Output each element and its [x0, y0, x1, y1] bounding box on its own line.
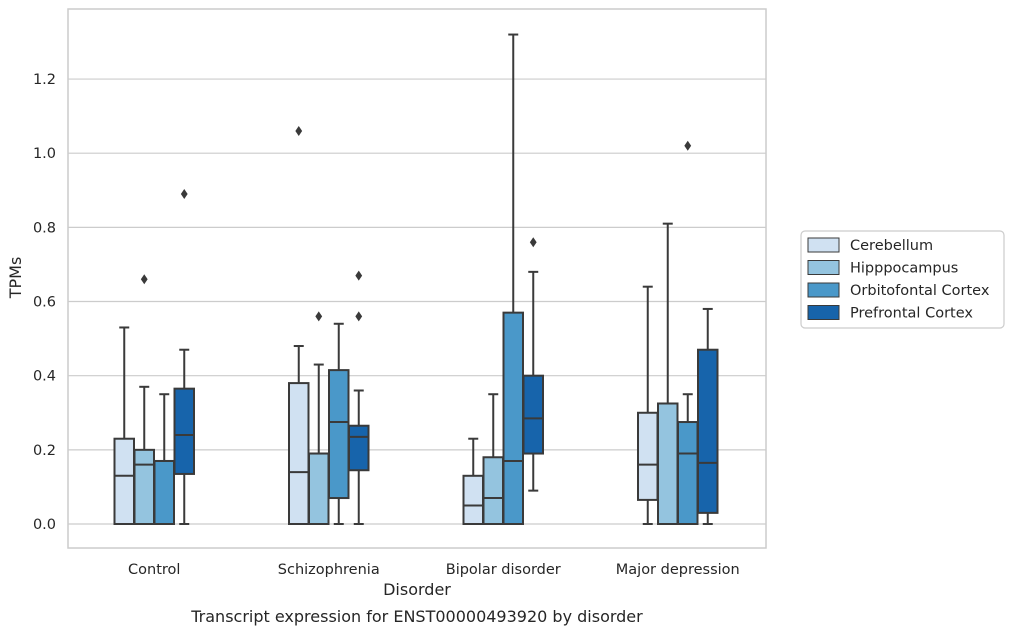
legend-swatch [807, 282, 840, 298]
x-axis-label: Disorder [383, 580, 451, 599]
box-body [677, 421, 699, 525]
outlier-point [180, 188, 188, 199]
box-prefrontal-cortex [173, 188, 195, 525]
y-tick-label: 0.0 [33, 517, 56, 533]
legend-swatch [807, 260, 840, 275]
box-body [328, 369, 350, 500]
box-body [462, 474, 484, 525]
box-hipppocampus [133, 274, 155, 525]
box-prefrontal-cortex [522, 237, 544, 492]
box-prefrontal-cortex [697, 307, 719, 525]
box-cerebellum [113, 326, 135, 525]
box-hipppocampus [482, 393, 504, 526]
box-body [153, 459, 175, 525]
box-body [173, 387, 195, 475]
box-cerebellum [288, 125, 310, 526]
box-body [308, 452, 330, 526]
x-tick-label: Control [128, 562, 180, 578]
legend-label: Hipppocampus [850, 261, 958, 277]
legend-label: Cerebellum [850, 238, 933, 254]
box-body [348, 424, 370, 472]
y-tick-label: 1.0 [33, 146, 56, 162]
outlier-point [529, 237, 537, 248]
y-tick-label: 1.2 [33, 72, 56, 88]
legend-label: Orbitofontal Cortex [850, 283, 990, 299]
box-body [522, 374, 544, 455]
box-orbitofontal-cortex [677, 140, 699, 525]
boxes [113, 33, 719, 526]
legend-swatch [807, 305, 840, 320]
y-axis-ticks: 0.0 0.2 0.4 0.6 0.8 1.0 1.2 [33, 72, 56, 533]
x-axis-ticks: Control Schizophrenia Bipolar disorder Majo… [128, 562, 740, 578]
box-body [113, 437, 135, 525]
outlier-point [295, 125, 303, 136]
box-prefrontal-cortex [348, 270, 370, 525]
box-hipppocampus [308, 311, 330, 526]
legend: Cerebellum Hipppocampus Orbitofontal Corte… [800, 230, 1005, 329]
x-tick-label: Major depression [616, 562, 740, 578]
box-body [502, 311, 524, 526]
box-cerebellum [462, 437, 484, 525]
plot-area [67, 8, 767, 549]
outlier-point [140, 274, 148, 285]
box-orbitofontal-cortex [153, 393, 175, 525]
box-hipppocampus [657, 222, 679, 525]
x-tick-label: Bipolar disorder [446, 562, 561, 578]
legend-frame [800, 230, 1005, 329]
box-body [697, 348, 719, 514]
y-tick-label: 0.6 [33, 295, 56, 311]
outlier-point [355, 311, 363, 322]
y-axis-label: TPMs [6, 257, 25, 300]
outlier-point [684, 140, 692, 151]
box-cerebellum [637, 285, 659, 525]
outlier-point [355, 270, 363, 281]
box-body [637, 411, 659, 501]
x-tick-label: Schizophrenia [278, 562, 380, 578]
legend-label: Prefrontal Cortex [850, 306, 973, 322]
box-orbitofontal-cortex [328, 322, 350, 525]
y-tick-label: 0.2 [33, 443, 56, 459]
chart-caption: Transcript expression for ENST0000049392… [190, 607, 643, 626]
y-tick-label: 0.4 [33, 369, 56, 385]
box-body [482, 456, 504, 526]
legend-swatch [807, 237, 840, 253]
outlier-point [315, 311, 323, 322]
box-body [657, 402, 679, 525]
box-body [133, 448, 155, 525]
box-body [288, 382, 310, 526]
box-orbitofontal-cortex [502, 33, 524, 526]
y-tick-label: 0.8 [33, 220, 56, 236]
